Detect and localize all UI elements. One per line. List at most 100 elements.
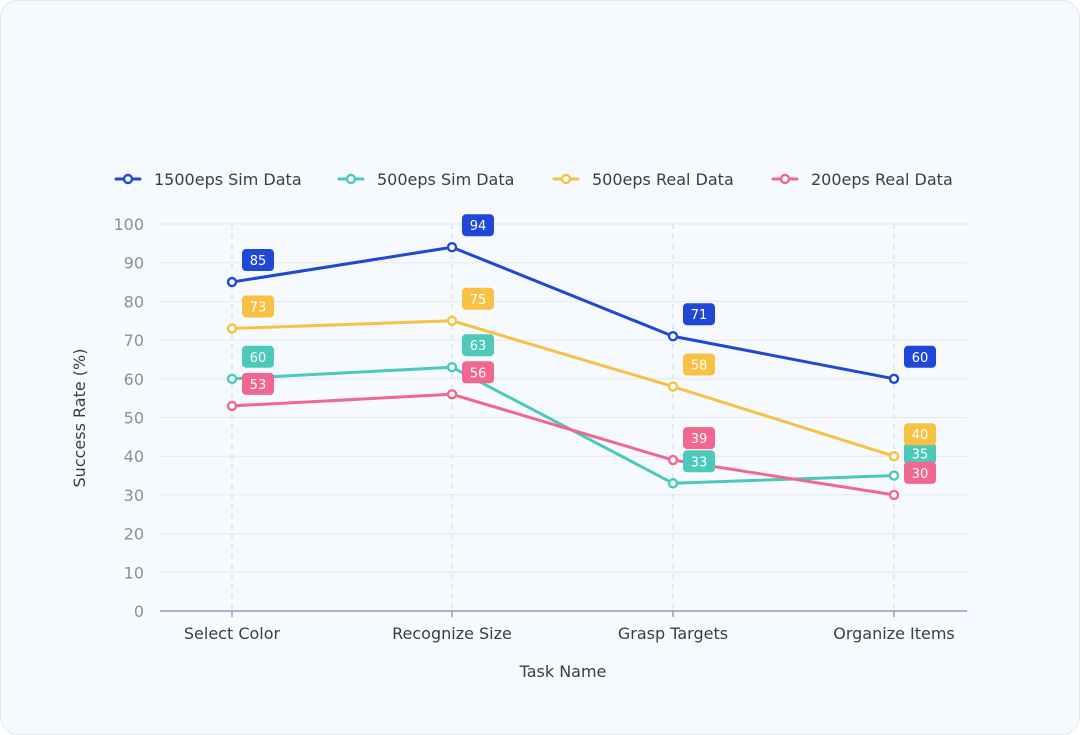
data-point[interactable] [888, 451, 900, 462]
legend-item[interactable]: 500eps Real Data [552, 170, 734, 189]
x-tick-label: Organize Items [833, 624, 955, 643]
data-label: 60 [904, 345, 936, 368]
data-label-text: 85 [250, 254, 267, 269]
data-label-text: 35 [912, 448, 929, 463]
legend-marker [779, 173, 791, 185]
data-point[interactable] [226, 323, 238, 334]
series-lines [226, 242, 900, 501]
data-label-badge [462, 214, 494, 237]
data-point[interactable] [888, 373, 900, 384]
data-label-badge [242, 249, 274, 272]
data-label-text: 56 [470, 366, 487, 381]
data-label-text: 60 [250, 351, 267, 366]
series-line [230, 319, 896, 458]
data-label-badge [904, 442, 936, 465]
y-tick-label: 10 [124, 563, 144, 582]
data-label: 35 [904, 442, 936, 465]
data-label-text: 75 [470, 293, 487, 308]
legend-label: 500eps Sim Data [377, 170, 514, 189]
data-label: 56 [462, 361, 494, 384]
data-point[interactable] [226, 373, 238, 384]
data-point[interactable] [667, 454, 679, 466]
data-label-badge [242, 295, 274, 318]
category-guide-lines [231, 224, 895, 611]
data-label-badge [683, 427, 715, 450]
data-label: 40 [904, 423, 936, 446]
data-label-badge [462, 361, 494, 384]
data-label-badge [904, 345, 936, 368]
data-label: 75 [462, 287, 494, 310]
y-tick-label: 50 [124, 409, 144, 428]
data-label: 63 [462, 334, 494, 357]
data-label-badge [683, 450, 715, 473]
x-tick-label: Recognize Size [392, 624, 512, 643]
legend-marker [345, 173, 357, 185]
data-label-text: 60 [912, 351, 929, 366]
data-label-badge [904, 423, 936, 446]
data-point[interactable] [446, 242, 458, 253]
y-tick-label: 90 [124, 254, 144, 273]
data-label: 94 [462, 214, 494, 237]
data-label: 53 [242, 372, 274, 395]
legend-item[interactable]: 1500eps Sim Data [114, 170, 302, 189]
data-label-text: 30 [912, 467, 929, 482]
data-label: 85 [242, 249, 274, 272]
data-label-badge [904, 461, 936, 484]
data-labels: 85 94 71 60 60 63 33 35 73 75 58 40 53 56 39 30 [242, 214, 936, 484]
legend-label: 1500eps Sim Data [154, 170, 302, 189]
data-label-badge [683, 303, 715, 326]
legend-marker [122, 173, 134, 185]
y-tick-label: 40 [124, 447, 144, 466]
data-point[interactable] [667, 331, 679, 342]
y-tick-label: 30 [124, 486, 144, 505]
data-label-text: 33 [691, 455, 708, 470]
legend-label: 500eps Real Data [592, 170, 734, 189]
data-label-badge [242, 345, 274, 368]
data-label-text: 40 [912, 428, 929, 443]
grid-lines [160, 223, 967, 573]
y-tick-label: 0 [134, 602, 144, 621]
y-tick-label: 70 [124, 331, 144, 350]
data-label-badge [462, 334, 494, 357]
y-tick-label: 100 [113, 215, 144, 234]
data-label-text: 39 [691, 432, 708, 447]
data-point[interactable] [446, 389, 458, 400]
data-label-text: 73 [250, 300, 267, 315]
x-axis-title: Task Name [519, 662, 607, 681]
legend-marker [560, 173, 572, 185]
y-tick-label: 20 [124, 525, 144, 544]
data-point[interactable] [667, 381, 679, 392]
data-label: 58 [683, 353, 715, 376]
series-line [230, 245, 896, 381]
data-label-text: 63 [470, 339, 487, 354]
legend-item[interactable]: 500eps Sim Data [337, 170, 514, 189]
y-tick-label: 80 [124, 292, 144, 311]
data-point[interactable] [226, 400, 238, 412]
data-label: 73 [242, 295, 274, 318]
x-axis-ticks: Select Color Recognize Size Grasp Targets O… [184, 611, 955, 643]
data-label-text: 58 [691, 359, 708, 374]
data-point[interactable] [226, 276, 238, 288]
y-axis-ticks: 0 10 20 30 40 50 60 70 80 90 100 [113, 215, 144, 621]
data-label: 33 [683, 450, 715, 473]
data-label: 71 [683, 303, 715, 326]
legend-item[interactable]: 200eps Real Data [771, 170, 953, 189]
data-label-text: 71 [691, 308, 708, 323]
x-tick-label: Select Color [184, 624, 281, 643]
data-point[interactable] [888, 489, 900, 501]
legend[interactable]: 1500eps Sim Data 500eps Sim Data 500eps Re… [114, 170, 953, 189]
y-axis-title: Success Rate (%) [70, 349, 89, 488]
series-line [230, 392, 896, 497]
data-point[interactable] [888, 470, 900, 481]
data-label: 30 [904, 461, 936, 484]
data-label-text: 53 [250, 378, 267, 393]
data-point[interactable] [446, 361, 458, 373]
data-label-badge [683, 353, 715, 376]
data-point[interactable] [446, 315, 458, 326]
legend-label: 200eps Real Data [811, 170, 953, 189]
data-point[interactable] [667, 478, 679, 489]
x-tick-label: Grasp Targets [618, 624, 728, 643]
data-label: 60 [242, 345, 274, 368]
